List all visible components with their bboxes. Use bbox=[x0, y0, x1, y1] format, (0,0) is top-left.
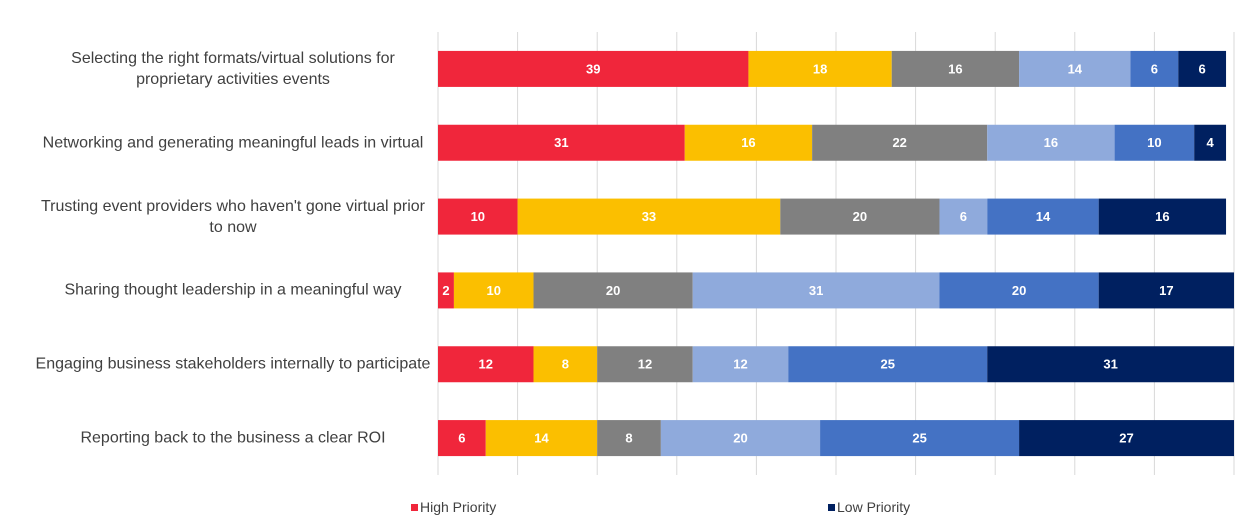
bar-segment bbox=[987, 346, 1234, 383]
value-label: 14 bbox=[1036, 209, 1051, 224]
value-label: 31 bbox=[809, 283, 823, 298]
bar-segment bbox=[438, 198, 518, 235]
category-label: Trusting event providers who haven't gon… bbox=[41, 197, 425, 236]
bar-segment bbox=[438, 346, 534, 383]
category-label: Sharing thought leadership in a meaningf… bbox=[64, 281, 402, 299]
value-label: 6 bbox=[960, 209, 967, 224]
value-label: 10 bbox=[486, 283, 500, 298]
bar-segment bbox=[748, 50, 892, 87]
bar-segment bbox=[1098, 272, 1234, 309]
value-label: 16 bbox=[1044, 135, 1058, 150]
legend-label: Low Priority bbox=[837, 499, 911, 515]
bar-segment bbox=[987, 198, 1099, 235]
value-label: 20 bbox=[606, 283, 620, 298]
category-label: Engaging business stakeholders internall… bbox=[35, 355, 431, 373]
value-label: 4 bbox=[1207, 135, 1215, 150]
category-label: Reporting back to the business a clear R… bbox=[80, 429, 386, 447]
value-label: 8 bbox=[625, 431, 632, 446]
value-label: 10 bbox=[471, 209, 485, 224]
bar-segment bbox=[438, 420, 486, 457]
bar-segment bbox=[597, 346, 693, 383]
bar-segment bbox=[812, 124, 988, 161]
bar-segment bbox=[597, 420, 661, 457]
bar-segment bbox=[939, 272, 1099, 309]
bar-segment bbox=[987, 124, 1115, 161]
bar-segment bbox=[939, 198, 988, 235]
value-label: 20 bbox=[1012, 283, 1026, 298]
bar-segment bbox=[788, 346, 988, 383]
value-label: 16 bbox=[741, 135, 755, 150]
bar-segment bbox=[820, 420, 1020, 457]
value-label: 6 bbox=[1199, 61, 1206, 76]
bar-segment bbox=[780, 198, 940, 235]
bar-segment bbox=[660, 420, 821, 457]
value-label: 12 bbox=[733, 357, 747, 372]
bar-segment bbox=[438, 124, 685, 161]
value-label: 16 bbox=[948, 61, 962, 76]
legend-label: High Priority bbox=[420, 499, 497, 515]
legend-swatch bbox=[411, 504, 418, 511]
value-label: 18 bbox=[813, 61, 827, 76]
bar-segment bbox=[485, 420, 598, 457]
bar-segment bbox=[533, 346, 598, 383]
bar-segment bbox=[438, 272, 454, 309]
value-label: 6 bbox=[458, 431, 465, 446]
bar-segment bbox=[1098, 198, 1227, 235]
bar-segment bbox=[891, 50, 1020, 87]
category-label: Networking and generating meaningful lea… bbox=[42, 134, 424, 152]
bar-segment bbox=[1019, 420, 1234, 457]
bar-segment bbox=[1019, 50, 1131, 87]
value-label: 25 bbox=[881, 357, 895, 372]
bar-segment bbox=[692, 272, 940, 309]
value-label: 33 bbox=[642, 209, 656, 224]
value-label: 14 bbox=[534, 431, 549, 446]
value-label: 22 bbox=[892, 135, 906, 150]
bar-segment bbox=[692, 346, 789, 383]
value-label: 20 bbox=[733, 431, 747, 446]
value-label: 25 bbox=[912, 431, 926, 446]
bar-segment bbox=[1114, 124, 1195, 161]
value-label: 12 bbox=[638, 357, 652, 372]
bar-segment bbox=[453, 272, 534, 309]
value-label: 2 bbox=[442, 283, 449, 298]
value-label: 39 bbox=[586, 61, 600, 76]
bar-segment bbox=[1178, 50, 1227, 87]
value-label: 17 bbox=[1159, 283, 1173, 298]
category-label: Selecting the right formats/virtual solu… bbox=[71, 49, 395, 88]
value-label: 27 bbox=[1119, 431, 1133, 446]
bar-segment bbox=[517, 198, 781, 235]
bar-segment bbox=[1194, 124, 1227, 161]
value-label: 8 bbox=[562, 357, 569, 372]
value-label: 20 bbox=[853, 209, 867, 224]
value-label: 31 bbox=[1103, 357, 1117, 372]
value-label: 31 bbox=[554, 135, 568, 150]
value-label: 10 bbox=[1147, 135, 1161, 150]
value-label: 12 bbox=[479, 357, 493, 372]
value-label: 14 bbox=[1068, 61, 1083, 76]
bar-segment bbox=[533, 272, 693, 309]
value-label: 6 bbox=[1151, 61, 1158, 76]
bar-segment bbox=[684, 124, 813, 161]
legend-swatch bbox=[828, 504, 835, 511]
bar-segment bbox=[438, 50, 749, 87]
value-label: 16 bbox=[1155, 209, 1169, 224]
bar-segment bbox=[1130, 50, 1179, 87]
